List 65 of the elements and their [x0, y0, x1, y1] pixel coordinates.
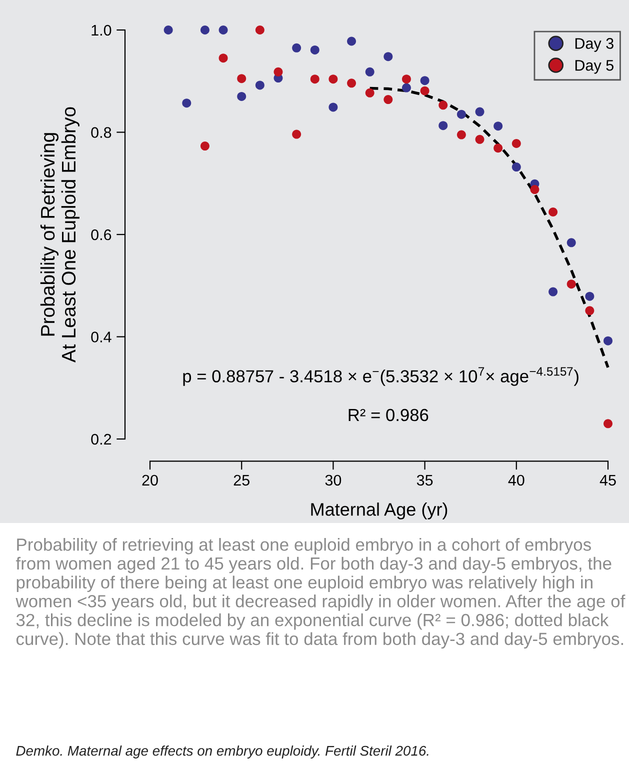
- point: [512, 162, 521, 172]
- point: [164, 26, 173, 34]
- point: [292, 130, 302, 139]
- point: [237, 74, 246, 84]
- x-tick-label: 40: [508, 474, 524, 486]
- point: [328, 102, 338, 112]
- point: [218, 54, 228, 63]
- point: [530, 185, 540, 194]
- x-tick-label: 20: [142, 474, 158, 486]
- point: [438, 100, 448, 110]
- point: [585, 292, 594, 301]
- point: [274, 67, 283, 76]
- point: [384, 95, 393, 104]
- point: [438, 121, 448, 130]
- point: [218, 26, 228, 34]
- point: [365, 67, 374, 76]
- point: [420, 86, 430, 96]
- point: [585, 306, 594, 316]
- y-axis-title: Probability of Retrieving At Least One Euploid Embryo: [40, 107, 80, 363]
- y-tick-label: 0.2: [91, 434, 112, 445]
- point: [365, 88, 374, 98]
- point: [566, 238, 576, 248]
- y-tick-label: 0.6: [91, 229, 112, 240]
- point: [548, 287, 558, 296]
- point: [347, 36, 356, 46]
- point: [604, 336, 612, 346]
- point: [402, 83, 411, 92]
- point: [604, 419, 612, 428]
- point: [310, 45, 320, 54]
- point: [494, 122, 503, 131]
- point: [310, 74, 320, 84]
- annotation: R² = 0.986: [348, 408, 428, 422]
- point: [347, 78, 356, 88]
- point: [475, 107, 484, 116]
- point: [456, 110, 466, 119]
- point: [384, 52, 393, 62]
- legend-label: Day 3: [575, 38, 614, 52]
- legend-label: Day 5: [575, 60, 614, 74]
- point: [402, 74, 411, 84]
- point: [200, 142, 210, 151]
- point: [292, 43, 302, 52]
- point: [200, 26, 210, 34]
- x-tick-label: 25: [234, 474, 250, 486]
- text: Demko. Maternal age effects on embryo euploidy. Fertil Steril 2016.: [16, 746, 428, 758]
- point: [494, 144, 503, 153]
- y-tick-label: 0.4: [91, 332, 112, 342]
- point: [475, 134, 484, 144]
- point: [255, 26, 264, 34]
- x-tick-label: 45: [600, 474, 616, 486]
- x-tick-label: 35: [416, 474, 433, 486]
- annotation: p = 0.88757 - 3.4518 × e$^{−}$(5.3532 × 10$^{7}$× age$^{−4.5157}$): [183, 367, 578, 386]
- x-axis-title: Maternal Age (yr): [311, 502, 448, 520]
- point: [237, 92, 246, 101]
- point: [512, 138, 521, 148]
- y-tick-label: 0.8: [91, 127, 112, 138]
- point: [328, 74, 338, 84]
- y-tick-label: 1.0: [92, 24, 112, 36]
- point: [566, 280, 576, 289]
- text: Probability of retrieving at least one euploid embryo in a cohort of embryos from women aged 21 to 45 years old. For both day-3 and day-5 embryos, the probability of there being at least one euploid embryo was relatively high in women <35 years old, but it decreased rapidly in older women. After the age of 32, this decline is modeled by an exponential curve (R² = 0.986; dotted black curve). Note that this curve was fit to data from both day-3 and day-5 embryos.: [16, 538, 626, 649]
- point: [182, 98, 192, 108]
- point: [548, 208, 558, 217]
- x-tick-label: 30: [325, 474, 342, 486]
- point: [255, 80, 264, 90]
- point: [456, 130, 466, 140]
- point: [420, 76, 430, 86]
